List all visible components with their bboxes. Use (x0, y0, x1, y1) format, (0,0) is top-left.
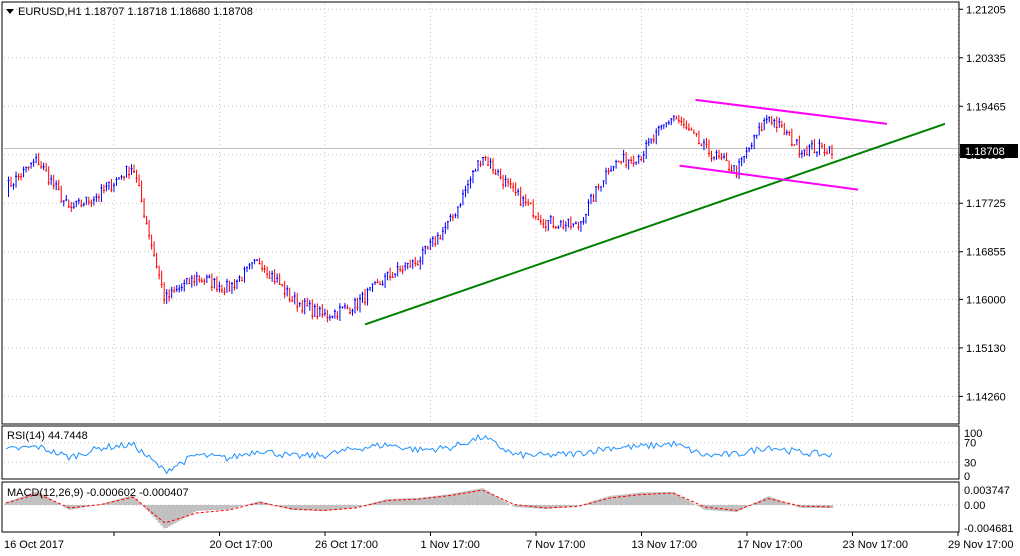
rsi-tick-label: 100 (964, 428, 982, 440)
price-tick-label: 1.15130 (966, 343, 1006, 355)
price-tick-label: 1.14260 (966, 391, 1006, 403)
time-tick-label: 26 Oct 17:00 (315, 539, 378, 551)
price-layer (7, 114, 833, 323)
rsi-tick-label: 70 (964, 438, 976, 450)
macd-header: MACD(12,26,9) -0.000602 -0.000407 (7, 487, 189, 499)
price-tick-label: 1.20335 (966, 53, 1006, 65)
macd-panel-frame (1, 481, 960, 533)
dropdown-arrow-icon[interactable] (6, 9, 14, 14)
macd-tick-label: -0.004681 (964, 523, 1014, 535)
rsi-tick-label: 30 (964, 457, 976, 469)
grid-lines (4, 4, 959, 506)
symbol-header: EURUSD,H1 1.18707 1.18718 1.18680 1.1870… (18, 6, 253, 18)
macd-signal-line (5, 489, 832, 523)
price-tick-label: 1.21205 (966, 4, 1006, 16)
price-tick-label: 1.17725 (966, 198, 1006, 210)
current-price-label: 1.18708 (965, 146, 1005, 158)
axis-labels: 1.212051.203351.194651.185951.177251.168… (4, 4, 1014, 551)
time-tick-label: 16 Oct 2017 (4, 539, 64, 551)
macd-layer (4, 488, 834, 529)
rsi-header: RSI(14) 44.7448 (7, 430, 88, 442)
time-tick-label: 1 Nov 17:00 (421, 539, 480, 551)
channel-upper-line[interactable] (695, 98, 888, 125)
drawn-objects[interactable] (364, 98, 946, 326)
time-tick-label: 23 Nov 17:00 (843, 539, 908, 551)
rsi-layer (5, 433, 833, 475)
price-tick-label: 1.19465 (966, 101, 1006, 113)
price-tick-label: 1.16855 (966, 247, 1006, 259)
ascending-trendline[interactable] (364, 122, 946, 326)
channel-lower-line[interactable] (679, 164, 859, 191)
time-tick-label: 20 Oct 17:00 (210, 539, 273, 551)
time-tick-label: 13 Nov 17:00 (632, 539, 697, 551)
macd-tick-label: 0.00 (964, 500, 985, 512)
time-tick-label: 17 Nov 17:00 (737, 539, 802, 551)
rsi-panel-frame (1, 425, 960, 480)
macd-tick-label: 0.003747 (964, 485, 1010, 497)
price-tick-label: 1.16000 (966, 294, 1006, 306)
time-tick-label: 7 Nov 17:00 (526, 539, 585, 551)
rsi-tick-label: 0 (964, 471, 970, 483)
rsi-line (5, 433, 833, 475)
price-panel-frame (1, 1, 960, 425)
time-tick-label: 29 Nov 17:00 (948, 539, 1013, 551)
current-price-tag (960, 144, 1018, 158)
